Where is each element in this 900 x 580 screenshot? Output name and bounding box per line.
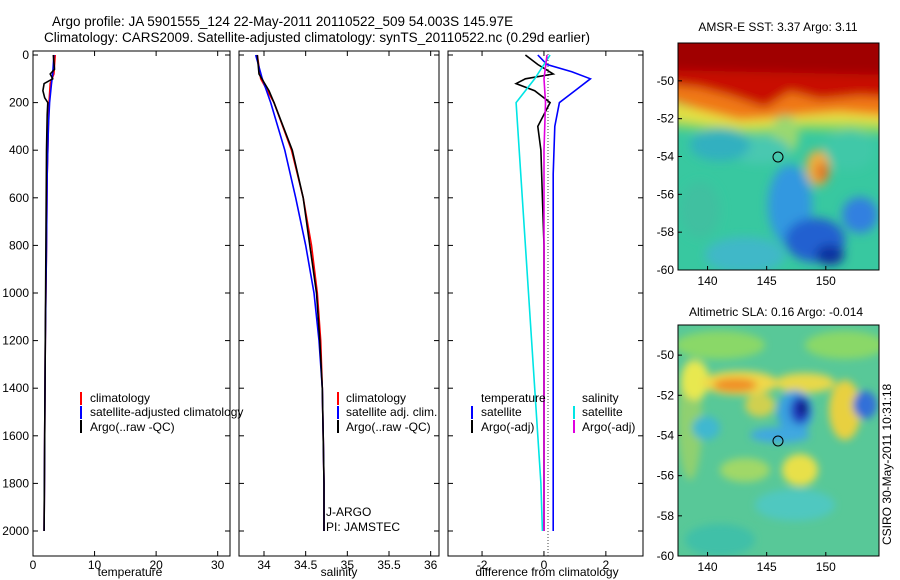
legend-heading-temperature: temperature <box>481 391 546 405</box>
salinity-plot-frame <box>238 50 440 557</box>
y-tick-label: 600 <box>9 191 29 205</box>
temperature-xlabel: temperature <box>98 565 163 579</box>
series-line-salinity-satellite <box>515 54 551 532</box>
legend-heading-salinity: salinity <box>582 391 619 405</box>
float-position-marker <box>772 151 784 163</box>
y-tick-label: 1200 <box>2 334 29 348</box>
legend-label-argo: Argo(..raw -QC) <box>90 420 175 434</box>
y-tick-label: -58 <box>657 509 675 523</box>
x-tick-label: 140 <box>698 274 718 288</box>
figure-title-line1: Argo profile: JA 5901555_124 22-May-2011… <box>52 14 513 29</box>
y-tick-label: -56 <box>657 187 675 201</box>
x-tick-label: 20 <box>149 558 163 572</box>
x-tick-label: 145 <box>757 560 777 574</box>
series-line-argo-raw-qc <box>256 54 325 531</box>
x-tick-label: 35 <box>341 558 355 572</box>
x-tick-label: 30 <box>211 558 225 572</box>
y-tick-label: -50 <box>657 348 675 362</box>
salinity-profile-plot: 34 34.5 35 35.5 36 <box>238 50 440 572</box>
x-tick-label: 150 <box>816 274 836 288</box>
y-tick-label: -54 <box>657 428 675 442</box>
series-line-argo-raw-qc <box>42 54 56 532</box>
y-tick-label: 1800 <box>2 476 29 490</box>
legend-label-argo: Argo(..raw -QC) <box>346 420 431 434</box>
temperature-profile-plot: 0 10 20 30 0 200 400 600 800 1000 1200 1400 1600 1800… <box>2 48 231 572</box>
legend-label-sal-argo: Argo(-adj) <box>582 420 635 434</box>
sla-map-title: Altimetric SLA: 0.16 Argo: -0.014 <box>689 305 863 319</box>
x-tick-label: 145 <box>757 274 777 288</box>
x-tick-label: 36 <box>424 558 438 572</box>
y-tick-label: -52 <box>657 388 675 402</box>
temperature-plot-frame <box>32 50 231 557</box>
argo-program-annotation: J-ARGO <box>326 505 371 519</box>
sla-map-frame <box>677 324 880 557</box>
difference-xlabel: difference from climatology <box>475 565 618 579</box>
difference-legend: temperature satellite Argo(-adj) salinit… <box>471 391 635 434</box>
y-tick-label: 1400 <box>2 381 29 395</box>
x-tick-label: 10 <box>88 558 102 572</box>
y-tick-label: 400 <box>9 143 29 157</box>
y-tick-label: -50 <box>657 74 675 88</box>
figure-title-line2: Climatology: CARS2009. Satellite-adjuste… <box>44 30 590 45</box>
salinity-xlabel: salinity <box>321 565 358 579</box>
x-tick-label: 140 <box>698 560 718 574</box>
y-tick-label: 200 <box>9 96 29 110</box>
x-tick-label: 34 <box>257 558 271 572</box>
difference-profile-plot: -2 0 2 <box>447 50 644 572</box>
y-tick-label: -60 <box>657 549 675 563</box>
pi-annotation: PI: JAMSTEC <box>326 520 400 534</box>
legend-label-climatology: climatology <box>90 391 150 405</box>
x-tick-label: 150 <box>816 560 836 574</box>
x-tick-label: -2 <box>477 558 488 572</box>
credit-stamp: CSIRO 30-May-2011 10:31:18 <box>880 383 894 545</box>
y-tick-label: -56 <box>657 469 675 483</box>
series-line-salinity-argo-adj <box>543 54 548 531</box>
temperature-legend: climatology satellite-adjusted climatolo… <box>80 391 243 434</box>
series-line-temperature-satellite <box>537 54 593 531</box>
sst-map-title: AMSR-E SST: 3.37 Argo: 3.11 <box>698 20 858 34</box>
legend-label-sal-satellite: satellite <box>582 405 623 419</box>
y-tick-label: -52 <box>657 112 675 126</box>
legend-label-satellite-adj: satellite adj. clim. <box>346 405 437 419</box>
y-tick-label: -58 <box>657 225 675 239</box>
sla-field <box>678 331 879 556</box>
legend-label-temp-argo: Argo(-adj) <box>481 420 534 434</box>
salinity-legend: climatology satellite adj. clim. Argo(..… <box>337 391 437 434</box>
x-tick-label: 2 <box>603 558 610 572</box>
x-tick-label: 0 <box>541 558 548 572</box>
y-tick-label: 0 <box>22 48 29 62</box>
y-tick-label: -60 <box>657 263 675 277</box>
y-tick-label: -54 <box>657 150 675 164</box>
sla-heatmap: 140 145 150 -50 -52 -54 -56 -58 -60 <box>657 324 880 574</box>
y-tick-label: 800 <box>9 238 29 252</box>
x-tick-label: 0 <box>30 558 37 572</box>
y-tick-label: 1600 <box>2 429 29 443</box>
x-tick-label: 35.5 <box>377 558 401 572</box>
y-tick-label: 2000 <box>2 524 29 538</box>
x-tick-label: 34.5 <box>294 558 318 572</box>
legend-label-climatology: climatology <box>346 391 406 405</box>
sst-heatmap: 140 145 150 -50 -52 -54 -56 -58 -60 <box>657 42 880 288</box>
y-tick-label: 1000 <box>2 286 29 300</box>
legend-label-satellite-adjusted: satellite-adjusted climatology <box>90 405 243 419</box>
difference-plot-frame <box>447 50 644 557</box>
legend-label-temp-satellite: satellite <box>481 405 522 419</box>
float-position-marker <box>772 435 784 447</box>
sst-field <box>678 43 879 270</box>
